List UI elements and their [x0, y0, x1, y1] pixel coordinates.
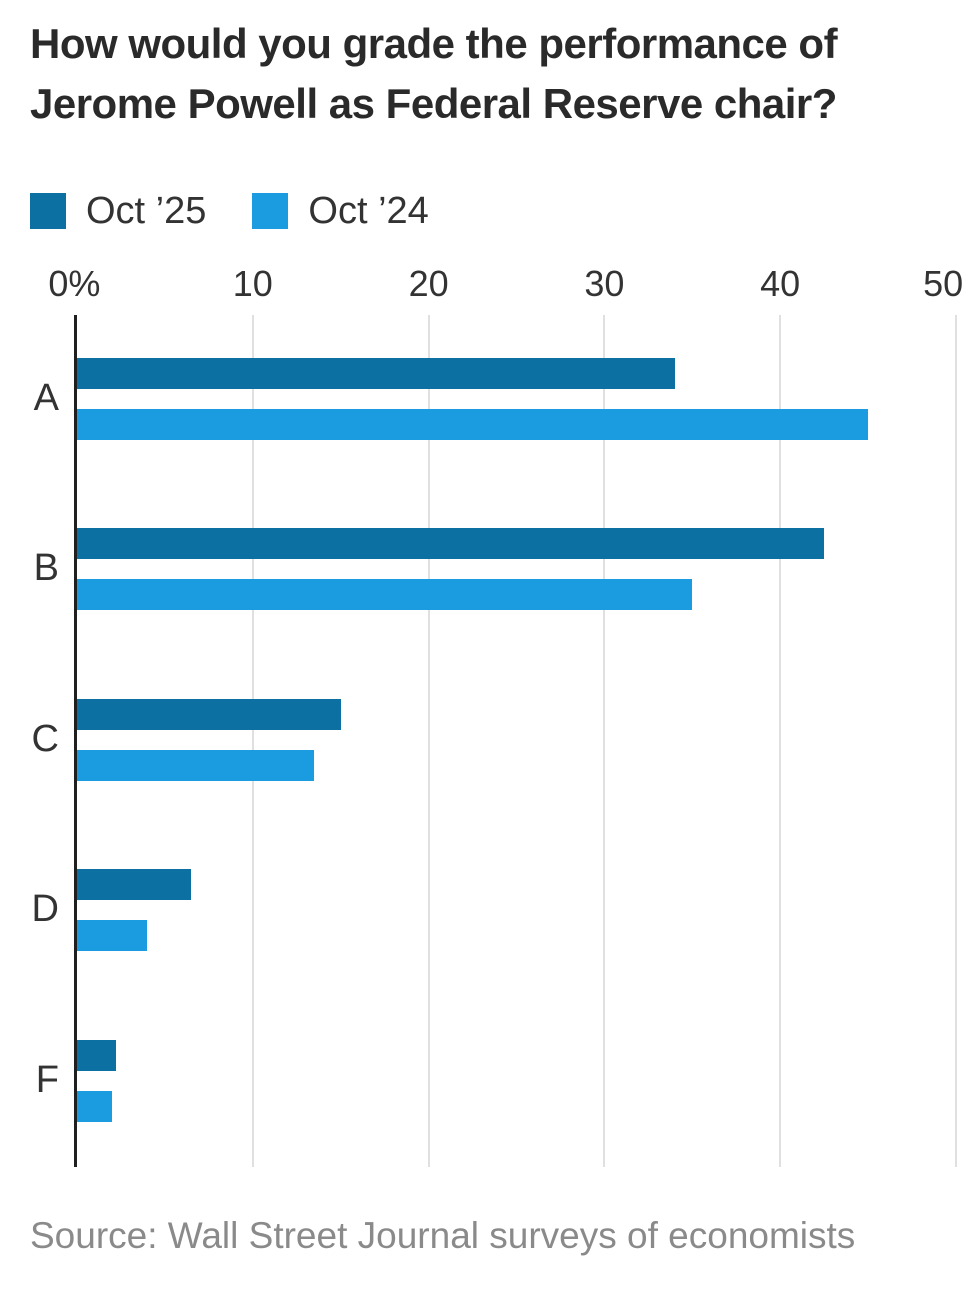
- bar-oct25-f: [77, 1039, 116, 1071]
- gridline-40: [779, 315, 782, 1167]
- legend: Oct ’25 Oct ’24: [30, 192, 429, 230]
- x-tick-label-0: 0%: [48, 263, 101, 304]
- x-tick-label-10: 10: [232, 263, 273, 304]
- category-label-b: B: [33, 547, 59, 590]
- source-note: Source: Wall Street Journal surveys of e…: [30, 1215, 856, 1256]
- x-tick-label-40: 40: [760, 263, 801, 304]
- category-label-c: C: [31, 718, 59, 761]
- bar-group-c: C: [32, 698, 956, 781]
- x-tick-label-20: 20: [408, 263, 449, 304]
- gridline-50: [955, 315, 957, 1167]
- bar-group-a: A: [34, 358, 956, 440]
- x-tick-label-50: 50: [923, 263, 964, 304]
- legend-item-oct25: Oct ’25: [30, 192, 206, 230]
- category-label-a: A: [33, 377, 59, 420]
- legend-item-oct24: Oct ’24: [252, 190, 429, 232]
- bar-oct25-a: [77, 358, 675, 389]
- chart-title: How would you grade the performance of J…: [30, 20, 838, 127]
- bar-oct24-a: [77, 409, 869, 440]
- bar-oct24-f: [77, 1090, 113, 1122]
- category-label-d: D: [31, 888, 59, 931]
- bar-group-f: F: [36, 1039, 956, 1122]
- x-tick-label-30: 30: [584, 263, 625, 304]
- bar-oct25-d: [77, 869, 192, 901]
- gridline-30: [603, 315, 606, 1167]
- legend-label-oct25: Oct ’25: [86, 190, 207, 232]
- bar-group-b: B: [34, 528, 956, 611]
- legend-swatch-oct25: [30, 193, 66, 229]
- bar-oct25-b: [77, 528, 825, 560]
- legend-label-oct24: Oct ’24: [308, 190, 429, 232]
- bar-oct24-b: [77, 579, 693, 611]
- category-label-f: F: [35, 1058, 59, 1101]
- gridline-20: [427, 315, 430, 1167]
- bar-oct24-c: [77, 749, 315, 781]
- plot-area: 0% 10 20 30 40 50 A B C D F: [32, 266, 963, 1167]
- bar-group-d: D: [32, 869, 956, 952]
- legend-swatch-oct24: [252, 193, 289, 229]
- bar-oct25-c: [77, 698, 341, 730]
- gridline-10: [251, 315, 254, 1167]
- bar-oct24-d: [77, 920, 148, 952]
